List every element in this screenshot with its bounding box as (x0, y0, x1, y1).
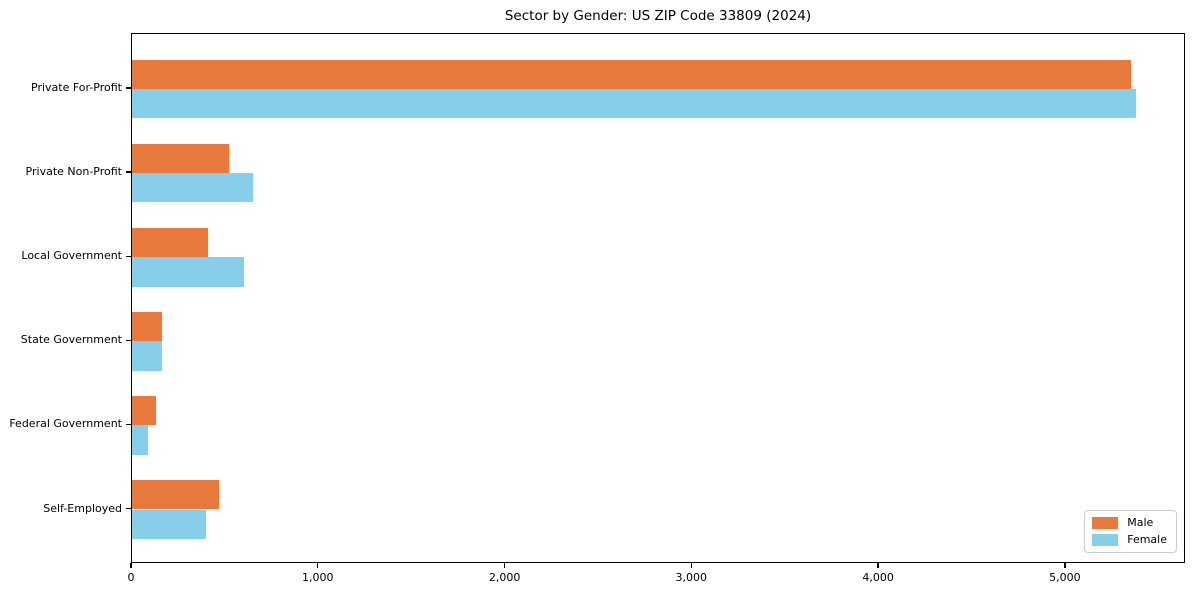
x-tick-mark (877, 563, 879, 568)
bar-male-federal-government (132, 396, 156, 426)
bar-female-local-government (132, 257, 245, 287)
y-tick-mark (126, 423, 131, 426)
bar-male-private-non-profit (132, 143, 230, 174)
bar-female-private-non-profit (132, 173, 254, 203)
y-tick-mark (126, 339, 131, 341)
bar-female-state-government (132, 341, 162, 371)
x-tick-label: 5,000 (1049, 571, 1081, 584)
legend-item-male: Male (1092, 517, 1167, 529)
x-tick-label: 2,000 (488, 571, 521, 584)
bar-male-state-government (132, 311, 162, 342)
x-tick-label: 4,000 (862, 571, 894, 584)
y-tick-label: State Government (20, 333, 122, 347)
bar-male-local-government (132, 227, 208, 258)
legend: Male Female (1084, 510, 1177, 553)
y-tick-label: Local Government (21, 249, 122, 263)
x-tick-label: 1,000 (302, 571, 334, 584)
y-tick-mark (126, 87, 131, 89)
x-tick-mark (503, 563, 506, 568)
legend-label-male: Male (1127, 516, 1154, 529)
bar-male-private-for-profit (132, 59, 1132, 89)
bar-female-private-for-profit (132, 89, 1136, 119)
x-tick-label: 0 (127, 571, 135, 584)
x-tick-mark (130, 563, 132, 568)
bar-female-federal-government (132, 425, 149, 455)
chart-title: Sector by Gender: US ZIP Code 33809 (202… (504, 8, 812, 24)
y-tick-label: Private Non-Profit (25, 165, 122, 179)
bar-male-self-employed (132, 480, 219, 510)
x-tick-mark (317, 563, 319, 568)
y-tick-mark (126, 507, 131, 510)
y-tick-mark (126, 171, 131, 173)
legend-swatch-male (1092, 517, 1119, 529)
legend-item-female: Female (1092, 534, 1167, 546)
y-tick-label: Self-Employed (43, 501, 122, 515)
plot-area: Male Female (131, 33, 1185, 563)
y-tick-label: Federal Government (9, 417, 122, 431)
legend-label-female: Female (1127, 533, 1167, 546)
y-tick-mark (126, 255, 131, 257)
bar-female-self-employed (132, 509, 206, 539)
legend-swatch-female (1092, 534, 1119, 546)
y-tick-label: Private For-Profit (31, 81, 122, 94)
x-tick-mark (1064, 563, 1066, 568)
x-tick-label: 3,000 (675, 571, 708, 584)
x-tick-mark (690, 563, 692, 568)
